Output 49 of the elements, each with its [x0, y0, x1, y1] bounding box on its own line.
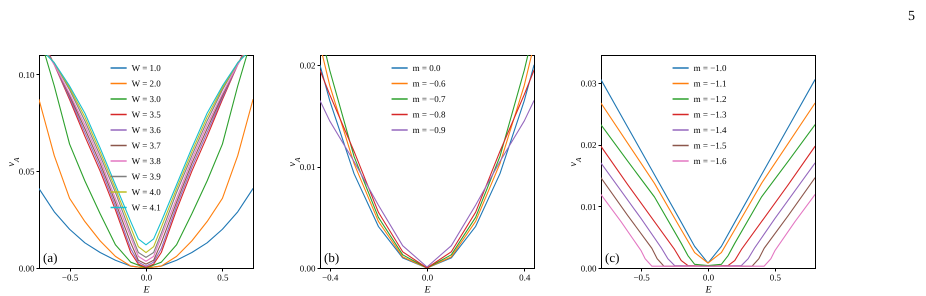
annotation: (c) — [605, 250, 620, 265]
x-tick-label: −0.5 — [62, 272, 79, 282]
x-tick-label: 0.0 — [140, 272, 153, 282]
legend-label: m = −1.0 — [694, 63, 728, 73]
x-tick-label: 0.0 — [702, 272, 715, 282]
y-tick-label: 0.02 — [580, 140, 596, 150]
x-tick-label: −0.5 — [633, 272, 650, 282]
y-tick-label: 0.01 — [580, 202, 596, 212]
legend-label: m = −1.5 — [694, 140, 728, 150]
x-axis-title: E — [142, 284, 150, 296]
legend-label: m = −1.1 — [694, 78, 727, 88]
legend-label: m = −1.4 — [694, 125, 728, 135]
x-tick-label: 0.0 — [422, 272, 434, 282]
y-tick-label: 0.05 — [18, 166, 35, 177]
legend-label: W = 4.0 — [132, 187, 162, 197]
legend-label: m = 0.0 — [412, 63, 441, 73]
y-tick-label: 0.02 — [300, 60, 316, 71]
x-axis-title: E — [423, 284, 431, 296]
legend-label: W = 3.6 — [132, 125, 162, 135]
legend-label: W = 3.9 — [132, 172, 162, 182]
legend-label: W = 1.0 — [132, 63, 162, 73]
x-axis-title: E — [704, 284, 712, 296]
legend-label: m = −0.8 — [412, 110, 446, 120]
legend-label: m = −1.3 — [694, 110, 728, 120]
legend-label: W = 3.5 — [132, 110, 162, 120]
legend-label: W = 3.0 — [132, 94, 162, 104]
y-tick-label: 0.10 — [18, 70, 35, 80]
x-tick-label: 0.4 — [519, 272, 531, 282]
x-tick-label: 0.5 — [770, 272, 782, 282]
y-tick-label: 0.03 — [580, 78, 597, 88]
legend-label: m = −0.7 — [412, 94, 446, 104]
x-tick-label: 0.5 — [217, 272, 230, 282]
y-tick-label: 0.00 — [580, 264, 597, 274]
legend-label: W = 4.1 — [132, 202, 161, 212]
legend-label: m = −1.6 — [694, 156, 728, 166]
y-tick-label: 0.00 — [300, 264, 316, 274]
legend-label: W = 3.8 — [132, 156, 162, 166]
legend-label: m = −1.2 — [694, 94, 727, 104]
legend-label: m = −0.6 — [412, 78, 446, 88]
text: 5 — [908, 9, 915, 24]
y-tick-label: 0.00 — [18, 264, 35, 274]
legend-label: m = −0.9 — [412, 125, 446, 135]
x-tick-label: −0.4 — [322, 272, 339, 282]
annotation: (b) — [324, 250, 340, 265]
legend-label: W = 3.7 — [132, 140, 162, 150]
y-tick-label: 0.01 — [300, 162, 316, 172]
legend-label: W = 2.0 — [132, 78, 162, 88]
line-series — [601, 194, 815, 267]
annotation: (a) — [43, 250, 58, 265]
